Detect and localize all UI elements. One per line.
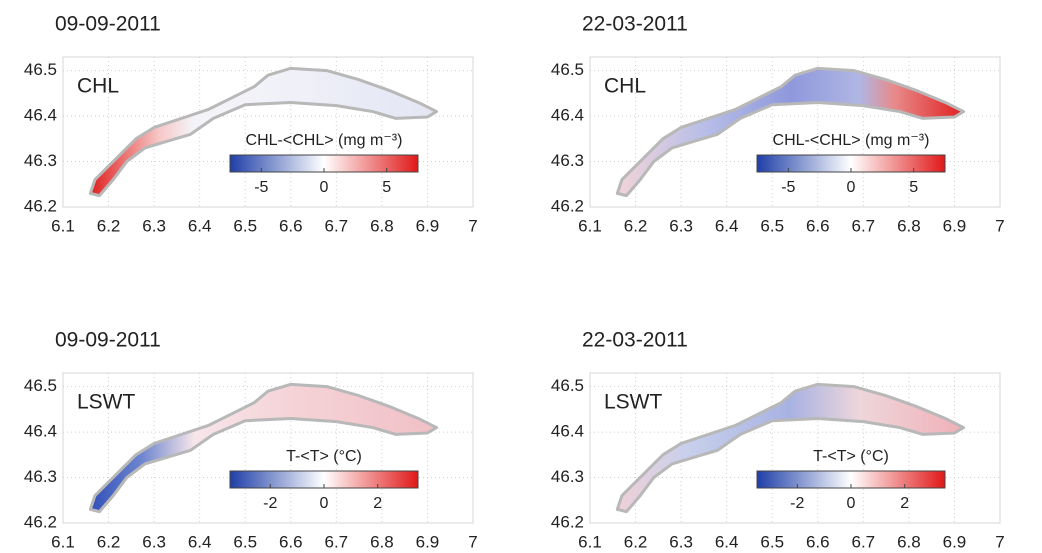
y-tick-label: 46.2 xyxy=(551,512,584,531)
colorbar-label: CHL-<CHL> (mg m⁻³) xyxy=(246,132,403,149)
x-tick-label: 6.3 xyxy=(142,216,166,235)
x-tick-label: 6.6 xyxy=(806,532,830,551)
colorbar-tick-label: -5 xyxy=(254,179,268,196)
x-tick-label: 6.7 xyxy=(325,532,349,551)
plot-area xyxy=(589,56,1001,208)
y-tick-label: 46.4 xyxy=(551,422,584,441)
colorbar-tick-label: 0 xyxy=(847,179,856,196)
y-tick-label: 46.3 xyxy=(551,151,584,170)
y-tick-label: 46.2 xyxy=(24,512,57,531)
x-tick-label: 6.8 xyxy=(370,216,394,235)
y-tick-label: 46.2 xyxy=(24,196,57,215)
x-tick-label: 6.7 xyxy=(852,216,876,235)
x-tick-label: 6.2 xyxy=(97,532,121,551)
x-tick-label: 6.2 xyxy=(624,532,648,551)
x-tick-label: 6.4 xyxy=(715,216,739,235)
y-tick-label: 46.3 xyxy=(24,151,57,170)
x-tick-label: 6.5 xyxy=(233,216,257,235)
y-tick-label: 46.2 xyxy=(551,196,584,215)
x-tick-label: 6.8 xyxy=(370,532,394,551)
colorbar-label: T-<T> (°C) xyxy=(286,448,362,465)
x-tick-label: 6.8 xyxy=(897,216,921,235)
x-tick-label: 6.2 xyxy=(97,216,121,235)
x-tick-label: 6.9 xyxy=(943,216,967,235)
colorbar-tick-label: -5 xyxy=(781,179,795,196)
x-tick-label: 7 xyxy=(468,532,477,551)
x-tick-label: 6.2 xyxy=(624,216,648,235)
colorbar-tick-label: 5 xyxy=(382,179,391,196)
panel-label: LSWT xyxy=(604,391,663,414)
panel-label: LSWT xyxy=(77,391,136,414)
colorbar-tick-label: 0 xyxy=(320,179,329,196)
x-tick-label: 6.6 xyxy=(279,216,303,235)
x-tick-label: 6.7 xyxy=(852,532,876,551)
x-tick-label: 6.4 xyxy=(188,216,212,235)
x-tick-label: 6.4 xyxy=(188,532,212,551)
lake-field xyxy=(88,66,439,198)
y-tick-label: 46.4 xyxy=(551,106,584,125)
y-tick-label: 46.5 xyxy=(551,60,584,79)
colorbar-tick-label: 2 xyxy=(900,495,909,512)
panel-title: 09-09-2011 xyxy=(55,13,161,36)
x-tick-label: 6.3 xyxy=(669,532,693,551)
x-tick-label: 6.5 xyxy=(760,532,784,551)
colorbar-label: T-<T> (°C) xyxy=(813,448,889,465)
lake-field xyxy=(615,66,966,198)
x-tick-label: 6.9 xyxy=(416,216,440,235)
colorbar-tick-label: 2 xyxy=(373,495,382,512)
x-tick-label: 6.4 xyxy=(715,532,739,551)
panel-title: 22-03-2011 xyxy=(582,13,688,36)
y-tick-label: 46.4 xyxy=(24,106,57,125)
colorbar-tick-label: -2 xyxy=(790,495,804,512)
x-tick-label: 6.6 xyxy=(279,532,303,551)
y-tick-label: 46.5 xyxy=(24,376,57,395)
x-tick-label: 6.7 xyxy=(325,216,349,235)
x-tick-label: 7 xyxy=(995,216,1004,235)
panel: 6.1 6.2 6.3 6.4 6.5 6.6 6.7 6.8 6.9 7 46.2 46.3 46.4… xyxy=(551,329,1005,552)
x-tick-label: 6.9 xyxy=(943,532,967,551)
x-tick-label: 6.8 xyxy=(897,532,921,551)
y-tick-label: 46.5 xyxy=(24,60,57,79)
panel: 6.1 6.2 6.3 6.4 6.5 6.6 6.7 6.8 6.9 7 46.2 46.3 46.4… xyxy=(24,13,478,236)
panel-label: CHL xyxy=(604,75,646,98)
panel-label: CHL xyxy=(77,75,119,98)
y-tick-label: 46.3 xyxy=(24,467,57,486)
x-tick-label: 6.6 xyxy=(806,216,830,235)
x-tick-label: 6.3 xyxy=(669,216,693,235)
panel-title: 09-09-2011 xyxy=(55,329,161,352)
y-tick-label: 46.5 xyxy=(551,376,584,395)
y-tick-label: 46.3 xyxy=(551,467,584,486)
x-tick-label: 6.1 xyxy=(578,216,602,235)
colorbar-tick-label: -2 xyxy=(263,495,277,512)
x-tick-label: 6.1 xyxy=(578,532,602,551)
x-tick-label: 7 xyxy=(995,532,1004,551)
lake-field xyxy=(615,382,966,514)
panel: 6.1 6.2 6.3 6.4 6.5 6.6 6.7 6.8 6.9 7 46.2 46.3 46.4… xyxy=(551,13,1005,236)
panel: 6.1 6.2 6.3 6.4 6.5 6.6 6.7 6.8 6.9 7 46.2 46.3 46.4… xyxy=(24,329,478,552)
colorbar-tick-label: 5 xyxy=(909,179,918,196)
lake-field xyxy=(88,382,439,514)
x-tick-label: 6.5 xyxy=(233,532,257,551)
colorbar-label: CHL-<CHL> (mg m⁻³) xyxy=(773,132,930,149)
panel-title: 22-03-2011 xyxy=(582,329,688,352)
x-tick-label: 6.1 xyxy=(51,532,75,551)
x-tick-label: 7 xyxy=(468,216,477,235)
x-tick-label: 6.3 xyxy=(142,532,166,551)
colorbar-tick-label: 0 xyxy=(847,495,856,512)
x-tick-label: 6.9 xyxy=(416,532,440,551)
x-tick-label: 6.5 xyxy=(760,216,784,235)
colorbar-tick-label: 0 xyxy=(320,495,329,512)
x-tick-label: 6.1 xyxy=(51,216,75,235)
y-tick-label: 46.4 xyxy=(24,422,57,441)
